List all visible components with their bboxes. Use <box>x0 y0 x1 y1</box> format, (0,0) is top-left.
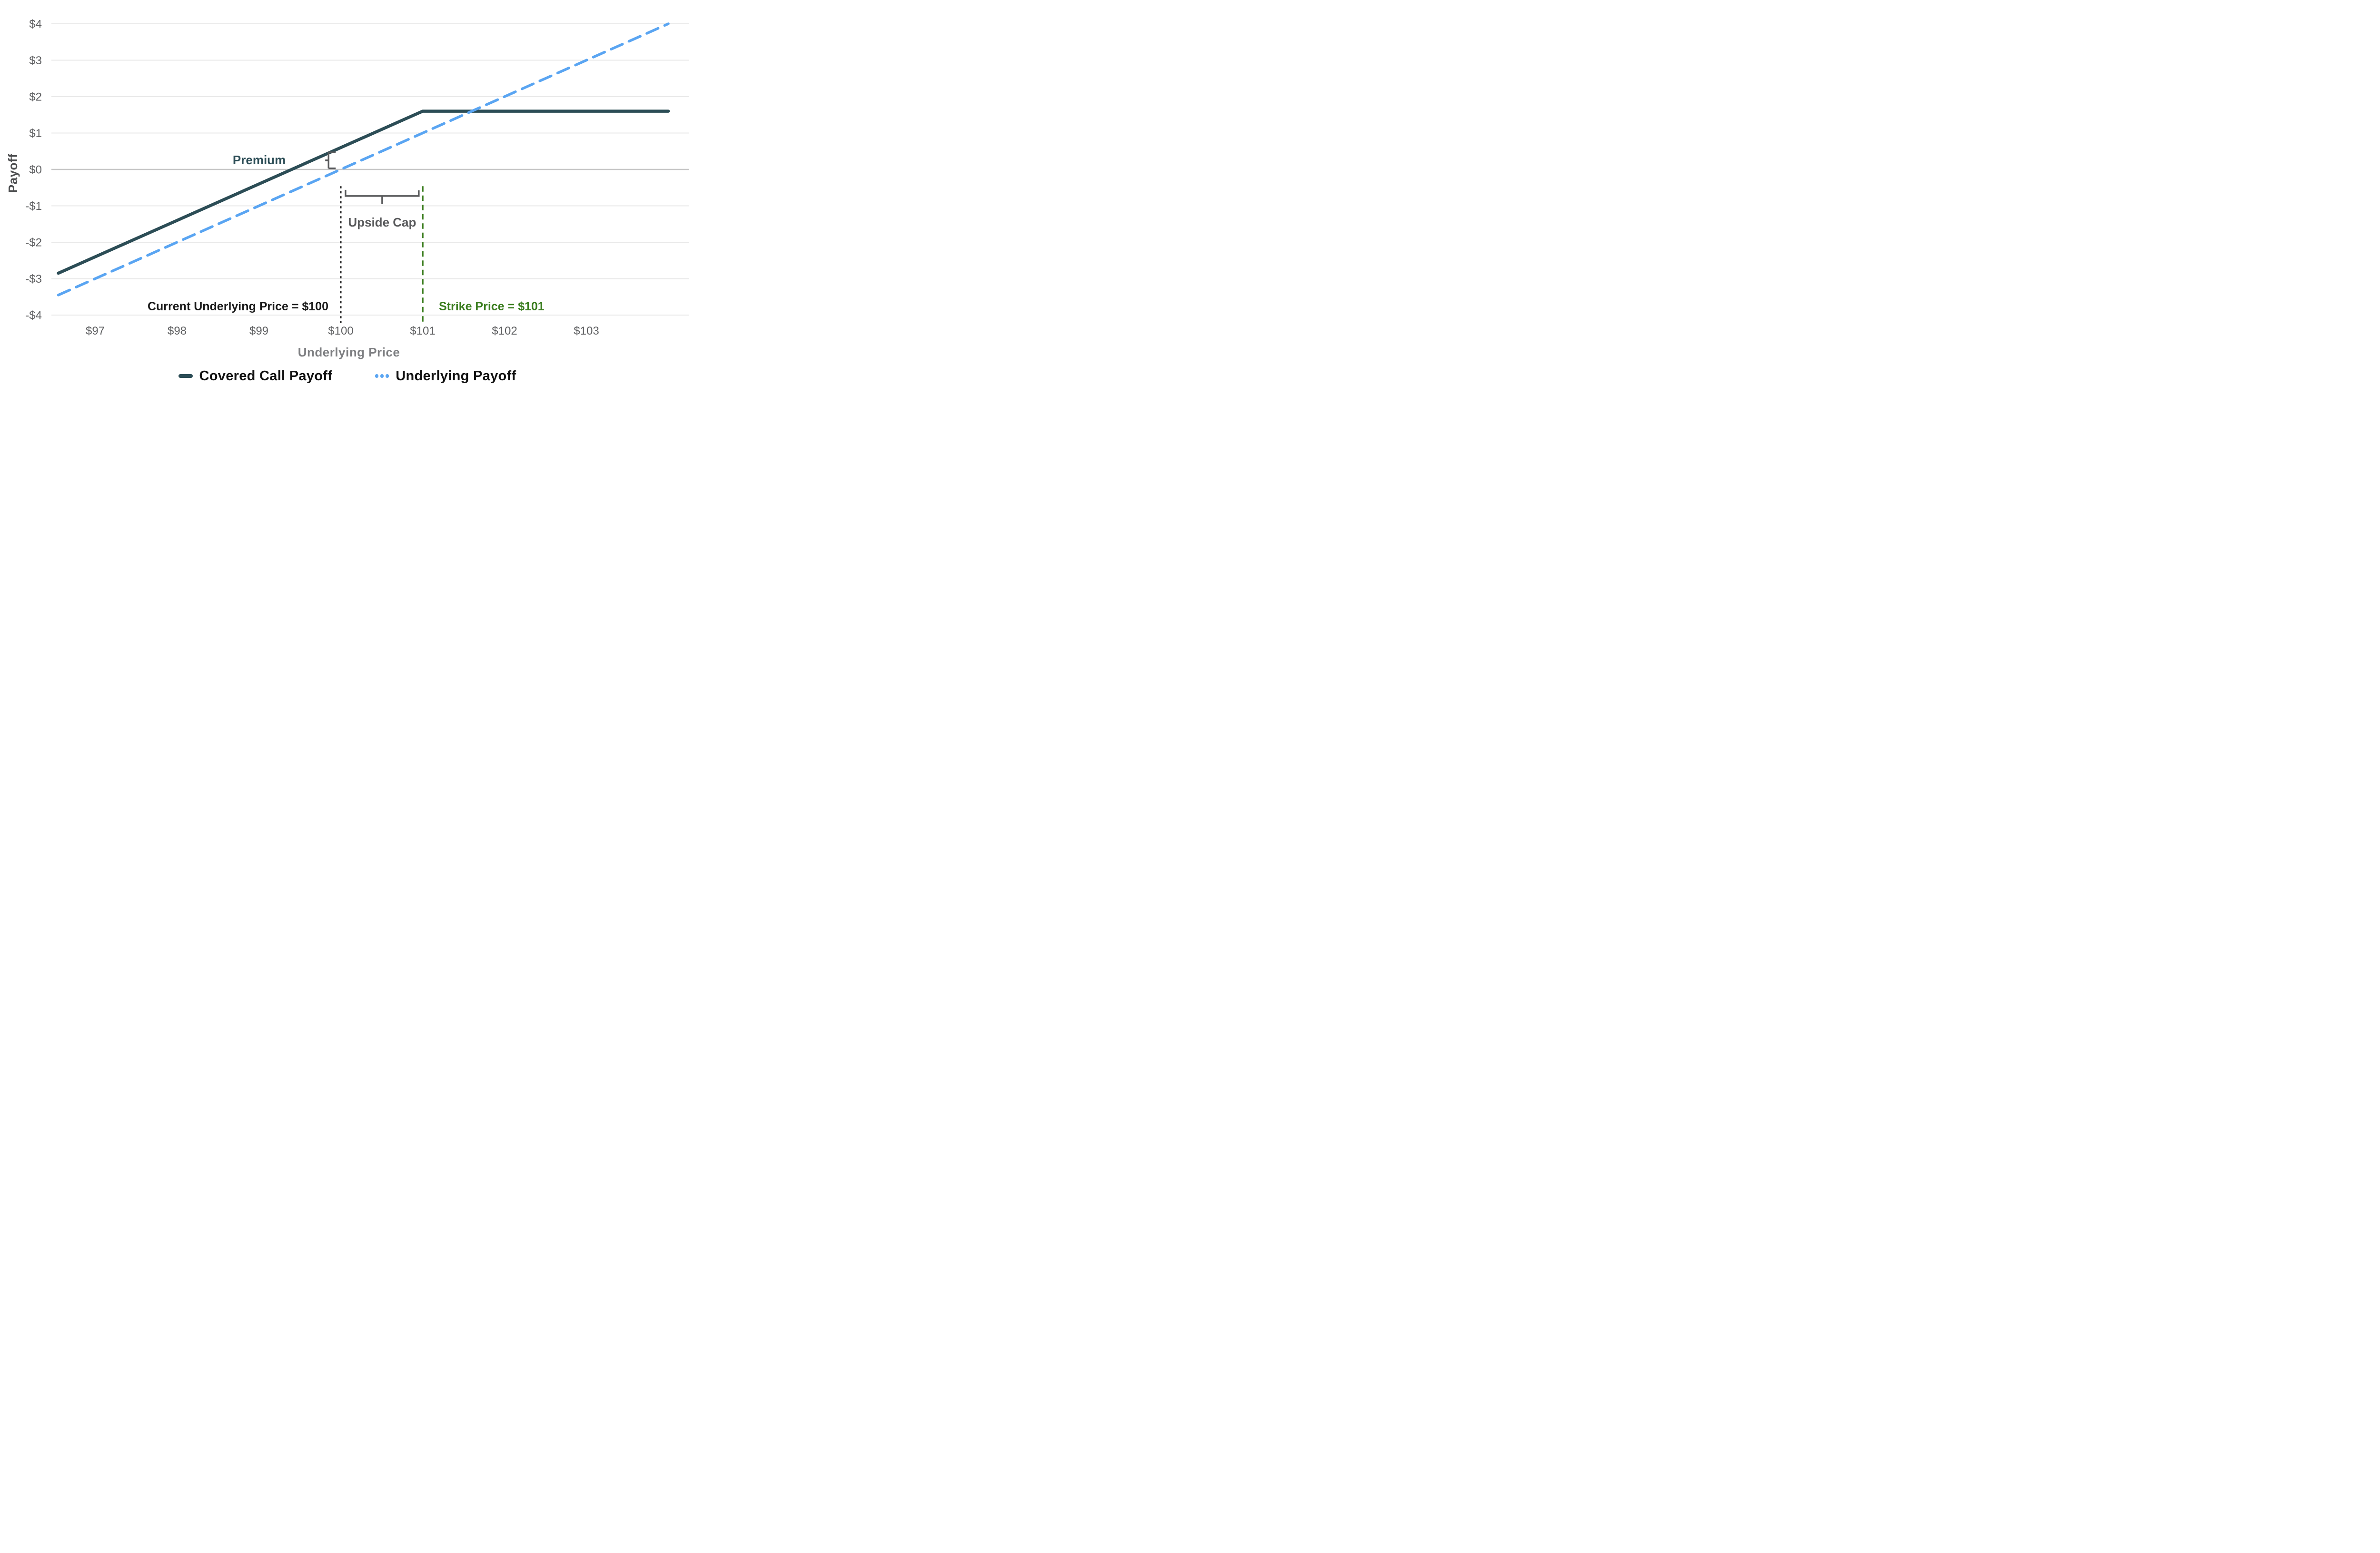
upside-cap-label: Upside Cap <box>348 215 416 229</box>
current-price-label: Current Underlying Price = $100 <box>148 300 328 313</box>
x-tick-label: $97 <box>86 325 105 337</box>
covered-call-line <box>57 109 670 275</box>
x-axis-title: Underlying Price <box>298 345 400 359</box>
premium-bracket <box>325 151 336 169</box>
x-tick-label: $101 <box>410 325 435 337</box>
x-tick-label: $103 <box>574 325 599 337</box>
x-tick-label: $102 <box>492 325 517 337</box>
y-axis-title: Payoff <box>6 153 20 193</box>
y-tick-label: $0 <box>29 164 42 177</box>
x-tick-label: $98 <box>168 325 187 337</box>
legend-label-underlying: Underlying Payoff <box>396 368 516 384</box>
y-tick-label: -$3 <box>25 273 42 286</box>
strike-price-label: Strike Price = $101 <box>439 300 545 313</box>
y-tick-label: $2 <box>29 91 42 104</box>
plot-area: $4 $3 $2 $1 $0 -$1 -$2 -$3 -$4 $97 $98 $99 $100 $101 $… <box>25 18 689 337</box>
y-tick-label: -$4 <box>25 309 42 322</box>
x-tick-label: $99 <box>249 325 268 337</box>
legend-marker-underlying-dashes-icon <box>375 374 389 378</box>
legend: Covered Call Payoff Underlying Payoff <box>0 366 694 386</box>
x-tick-label: $100 <box>328 325 353 337</box>
legend-marker-covered-call-line-icon <box>178 374 193 378</box>
underlying-line <box>57 22 670 297</box>
y-tick-label: $4 <box>29 18 42 31</box>
premium-label: Premium <box>233 153 286 167</box>
y-tick-label: $3 <box>29 54 42 67</box>
y-tick-label: $1 <box>29 127 42 140</box>
y-tick-label: -$1 <box>25 200 42 213</box>
covered-call-payoff-chart: $4 $3 $2 $1 $0 -$1 -$2 -$3 -$4 $97 $98 $99 $100 $101 $… <box>0 0 694 388</box>
legend-label-covered-call: Covered Call Payoff <box>199 368 333 384</box>
y-tick-label: -$2 <box>25 237 42 249</box>
upside-cap-bracket <box>345 189 420 204</box>
